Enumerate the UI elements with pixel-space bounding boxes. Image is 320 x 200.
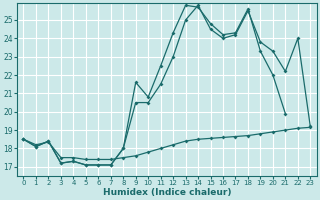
X-axis label: Humidex (Indice chaleur): Humidex (Indice chaleur)	[103, 188, 231, 197]
